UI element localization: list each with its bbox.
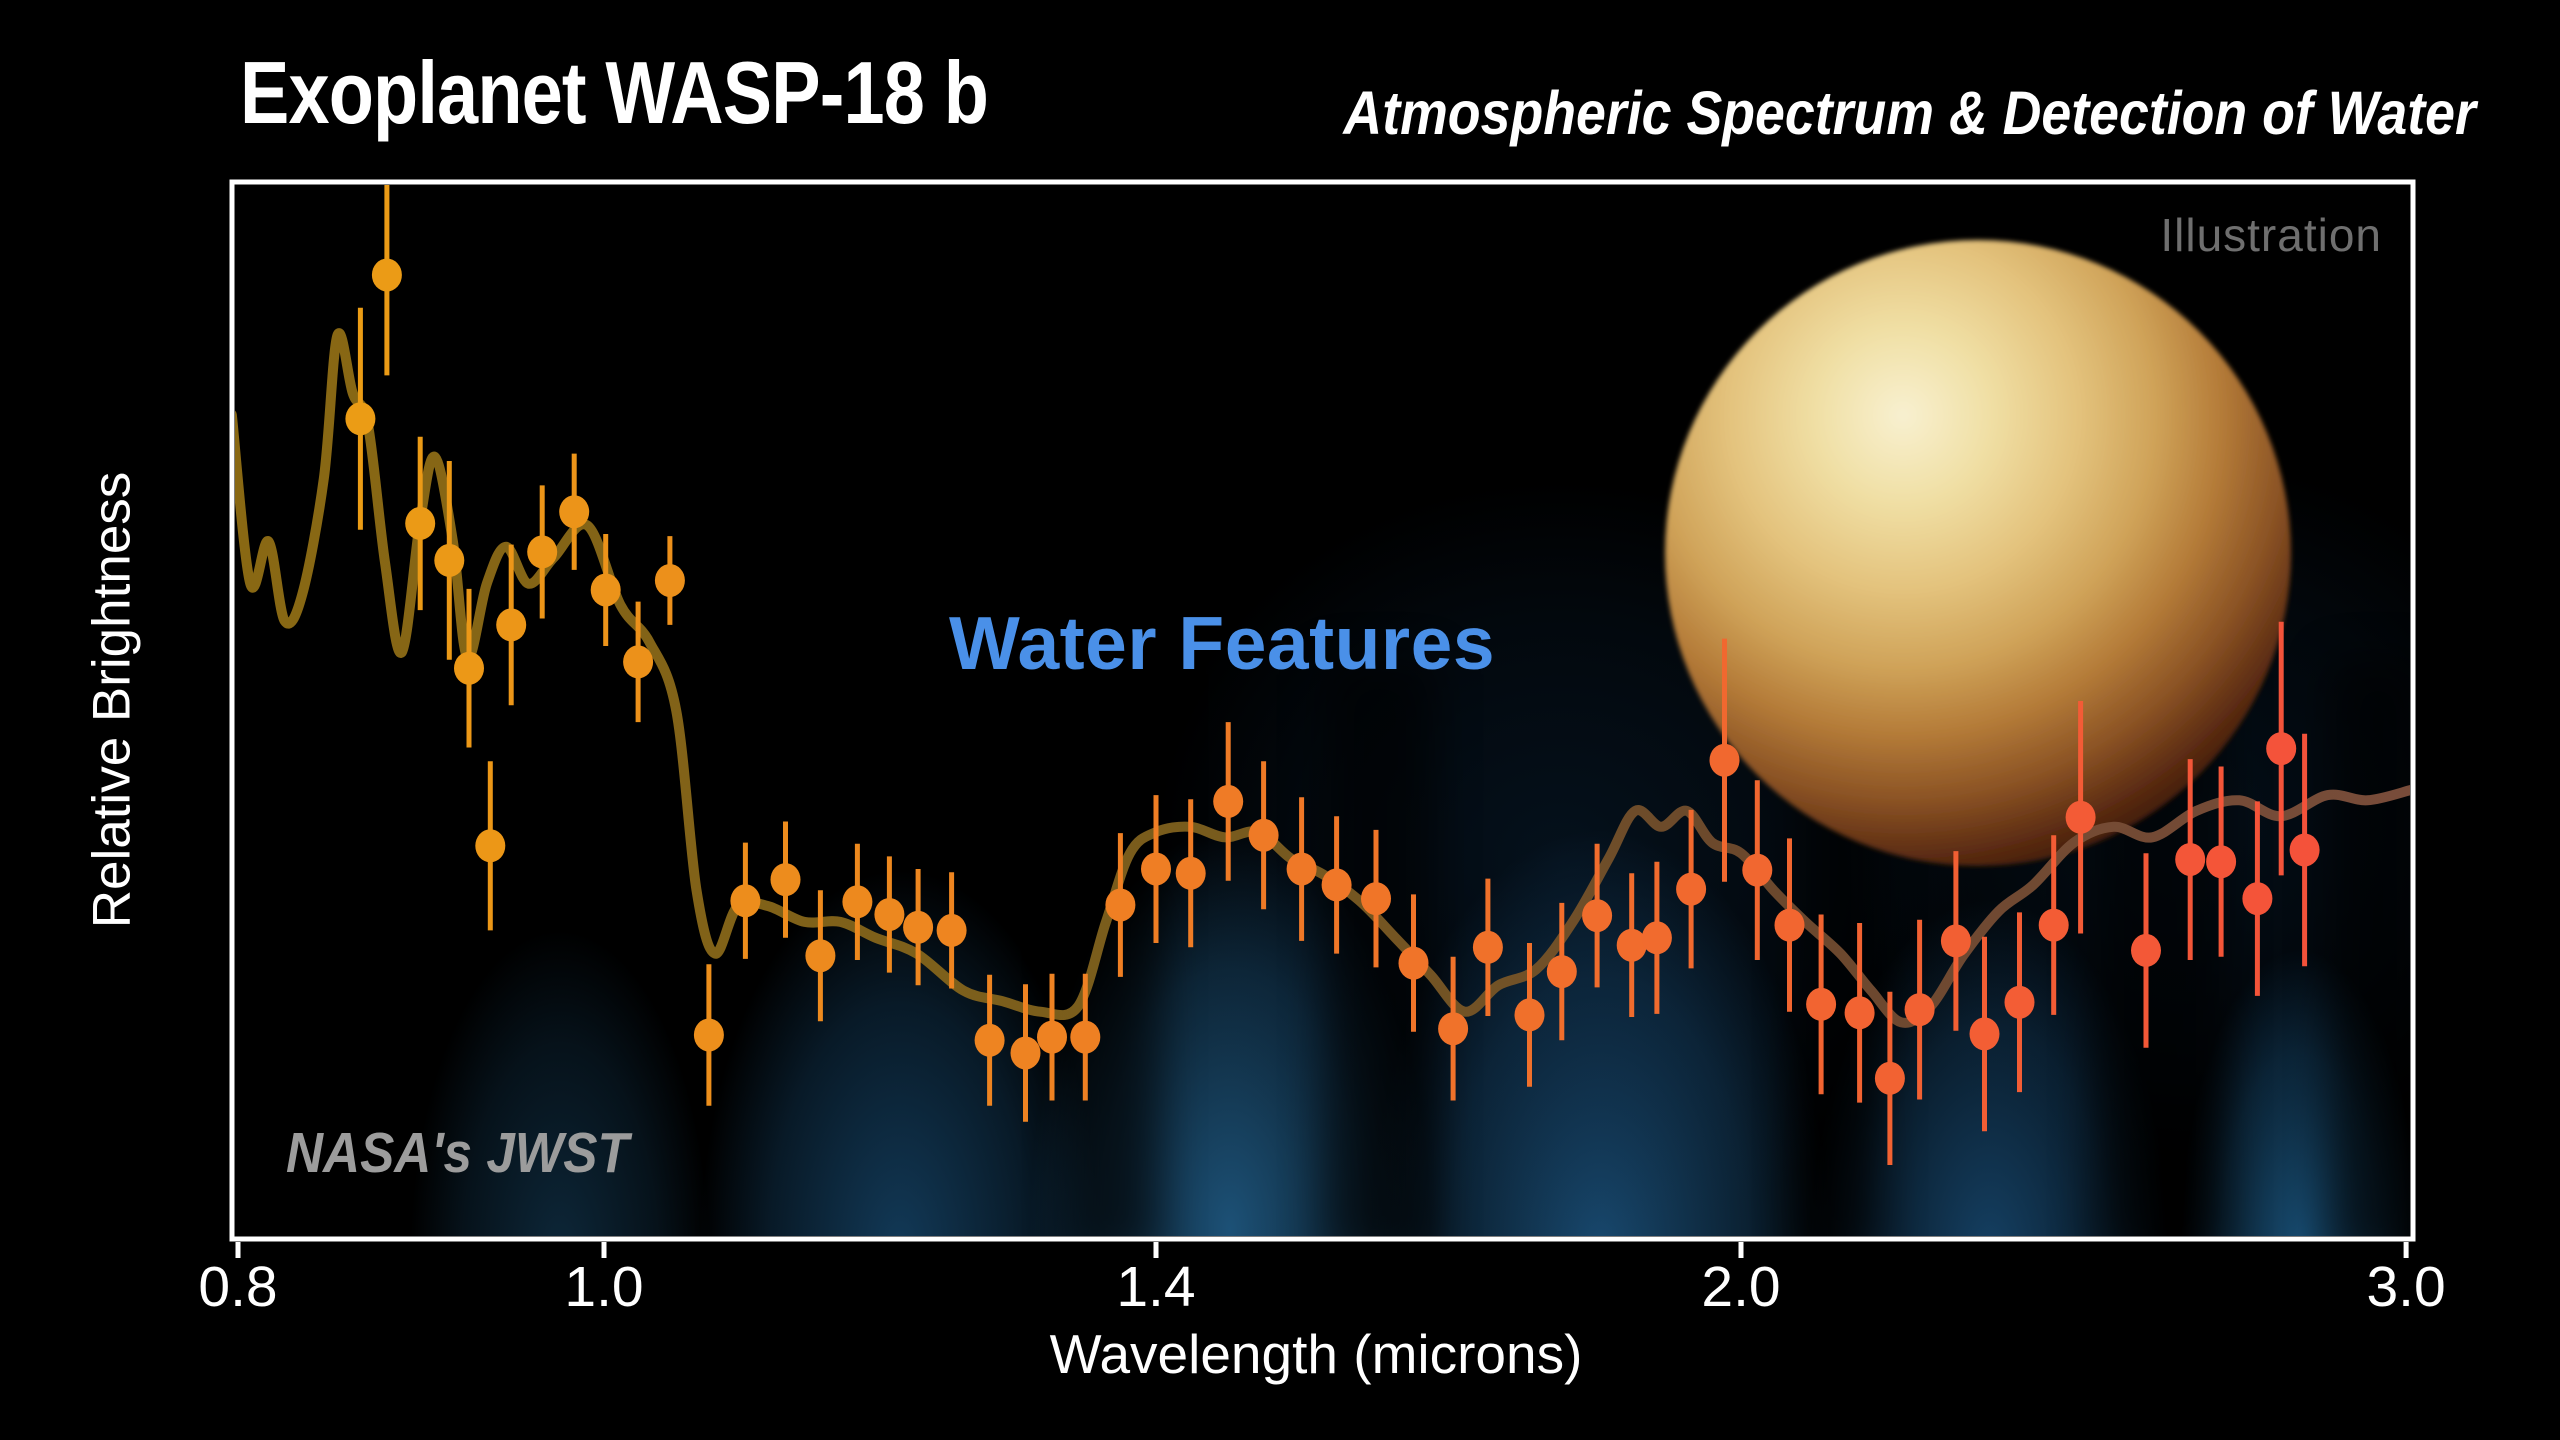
x-tick-label: 3.0: [2366, 1255, 2446, 1319]
x-tick-label: 0.8: [198, 1255, 278, 1319]
y-axis-title: Relative Brightness: [82, 471, 142, 929]
x-tick-label: 1.0: [564, 1255, 644, 1319]
page-subtitle: Atmospheric Spectrum & Detection of Wate…: [1343, 79, 2476, 147]
x-tick-label: 2.0: [1701, 1255, 1781, 1319]
data-points: [345, 258, 2320, 1095]
page-title: Exoplanet WASP-18 b: [240, 43, 989, 142]
illustration-label: Illustration: [2160, 209, 2382, 261]
planet-illustration: [1665, 240, 2291, 866]
plot-frame: [229, 179, 2416, 1242]
model-line: [235, 328, 2410, 1028]
water-features-annotation: Water Features: [948, 601, 1496, 685]
x-tick-marks: [235, 1242, 2409, 1258]
x-axis-title: Wavelength (microns): [1049, 1323, 1583, 1385]
telescope-credit: NASA's JWST: [286, 1121, 629, 1185]
x-tick-label: 1.4: [1116, 1255, 1196, 1319]
